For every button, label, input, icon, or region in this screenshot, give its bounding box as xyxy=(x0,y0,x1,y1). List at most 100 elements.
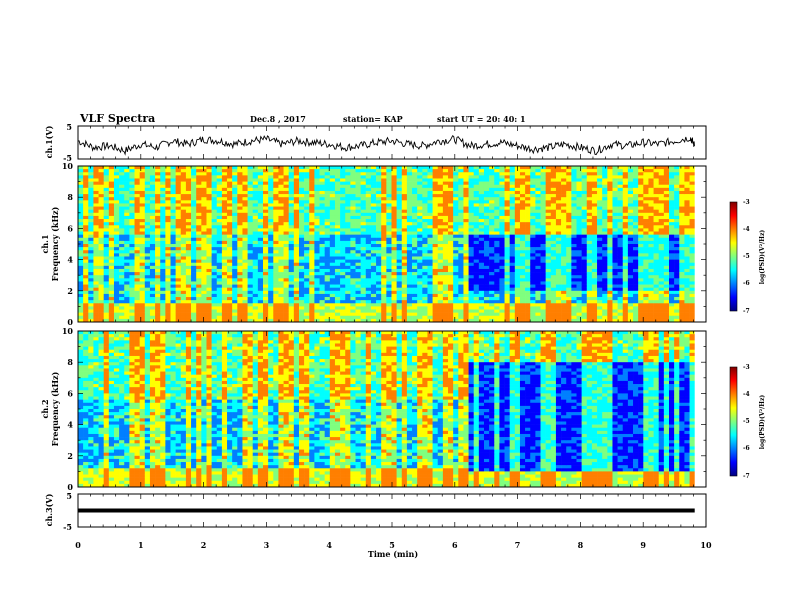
spectrogram-cell xyxy=(206,256,212,260)
spectrogram-cell xyxy=(432,215,439,220)
spectrogram-cell xyxy=(478,222,485,226)
spectrogram-cell xyxy=(103,297,110,301)
spectrogram-cell xyxy=(103,290,110,295)
spectrogram-cell xyxy=(201,231,207,235)
spectrogram-cell xyxy=(406,231,413,235)
spectrogram-cell xyxy=(180,290,187,295)
spectrogram-cell xyxy=(417,244,423,248)
spectrogram-cell xyxy=(519,178,526,182)
spectrogram-cell xyxy=(263,262,269,267)
spectrogram-cell xyxy=(478,181,485,186)
spectrogram-cell xyxy=(98,303,104,307)
spectrogram-cell xyxy=(350,265,356,270)
spectrogram-cell xyxy=(211,265,218,270)
spectrogram-cell xyxy=(478,228,485,232)
spectrogram-cell xyxy=(406,297,413,301)
spectrogram-cell xyxy=(483,287,490,292)
spectrogram-cell xyxy=(165,278,171,282)
spectrogram-cell xyxy=(530,206,536,210)
spectrogram-cell xyxy=(478,231,485,235)
spectrogram-cell xyxy=(124,268,130,273)
spectrogram-cell xyxy=(227,318,233,323)
spectrogram-cell xyxy=(432,194,439,198)
spectrogram-cell xyxy=(391,309,397,313)
spectrogram-cell xyxy=(124,206,130,210)
spectrogram-cell xyxy=(448,315,454,320)
spectrogram-cell xyxy=(129,200,135,204)
spectrogram-cell xyxy=(139,312,146,317)
spectrogram-cell xyxy=(499,219,505,223)
spectrogram-cell xyxy=(293,194,300,198)
spectrogram-cell xyxy=(473,209,480,214)
spectrogram-cell xyxy=(355,262,361,267)
spectrogram-cell xyxy=(227,222,233,226)
spectrogram-cell xyxy=(468,250,475,254)
spectrogram-cell xyxy=(83,187,89,192)
spectrogram-cell xyxy=(278,259,284,264)
spectrogram-cell xyxy=(453,184,459,189)
spectrogram-cell xyxy=(175,187,182,192)
spectrogram-cell xyxy=(417,256,423,260)
spectrogram-cell xyxy=(396,300,403,304)
spectrogram-cell xyxy=(509,172,516,176)
spectrogram-cell xyxy=(155,175,161,179)
spectrogram-cell xyxy=(83,272,89,276)
spectrogram-cell xyxy=(288,278,295,282)
spectrogram-cell xyxy=(170,281,176,285)
spectrogram-cell xyxy=(396,303,403,307)
spectrogram-cell xyxy=(98,293,104,298)
spectrogram-cell xyxy=(113,212,120,217)
spectrogram-cell xyxy=(422,268,428,273)
spectrogram-cell xyxy=(525,290,531,295)
spectrogram-cell xyxy=(355,169,361,173)
spectrogram-cell xyxy=(329,318,336,323)
spectrogram-cell xyxy=(489,178,495,182)
spectrogram-cell xyxy=(257,244,264,248)
spectrogram-cell xyxy=(340,275,346,279)
spectrogram-cell xyxy=(247,287,254,292)
spectrogram-cell xyxy=(180,175,187,179)
spectrogram-cell xyxy=(273,300,279,304)
spectrogram-cell xyxy=(211,172,218,176)
spectrogram-cell xyxy=(576,312,582,317)
spectrogram-cell xyxy=(519,293,526,298)
spectrogram-cell xyxy=(489,231,495,235)
spectrogram-cell xyxy=(483,259,490,264)
spectrogram-cell xyxy=(329,222,336,226)
spectrogram-cell xyxy=(149,194,156,198)
spectrogram-cell xyxy=(98,222,104,226)
spectrogram-cell xyxy=(453,166,459,170)
spectrogram-cell xyxy=(545,281,552,285)
spectrogram-cell xyxy=(581,306,588,310)
spectrogram-cell xyxy=(247,318,254,323)
spectrogram-cell xyxy=(201,278,207,282)
spectrogram-cell xyxy=(206,287,212,292)
spectrogram-cell xyxy=(206,281,212,285)
spectrogram-cell xyxy=(504,206,510,210)
spectrogram-cell xyxy=(550,222,557,226)
spectrogram-cell xyxy=(124,259,130,264)
spectrogram-cell xyxy=(144,318,151,323)
spectrogram-cell xyxy=(473,225,480,229)
spectrogram-cell xyxy=(278,169,284,173)
spectrogram-cell xyxy=(525,225,531,229)
spectrogram-cell xyxy=(108,287,115,292)
spectrogram-cell xyxy=(232,194,238,198)
spectrogram-cell xyxy=(525,262,531,267)
spectrogram-cell xyxy=(555,215,562,220)
spectrogram-cell xyxy=(170,250,176,254)
spectrogram-cell xyxy=(448,265,454,270)
spectrogram-cell xyxy=(314,212,320,217)
spectrogram-cell xyxy=(88,231,94,235)
spectrogram-cell xyxy=(283,172,290,176)
spectrogram-cell xyxy=(180,318,187,323)
spectrogram-cell xyxy=(437,268,444,273)
spectrogram-cell xyxy=(170,172,176,176)
spectrogram-cell xyxy=(381,256,387,260)
spectrogram-cell xyxy=(463,290,469,295)
spectrogram-cell xyxy=(124,287,130,292)
spectrogram-cell xyxy=(103,315,110,320)
spectrogram-cell xyxy=(437,194,444,198)
spectrogram-cell xyxy=(191,178,197,182)
spectrogram-cell xyxy=(88,318,94,323)
